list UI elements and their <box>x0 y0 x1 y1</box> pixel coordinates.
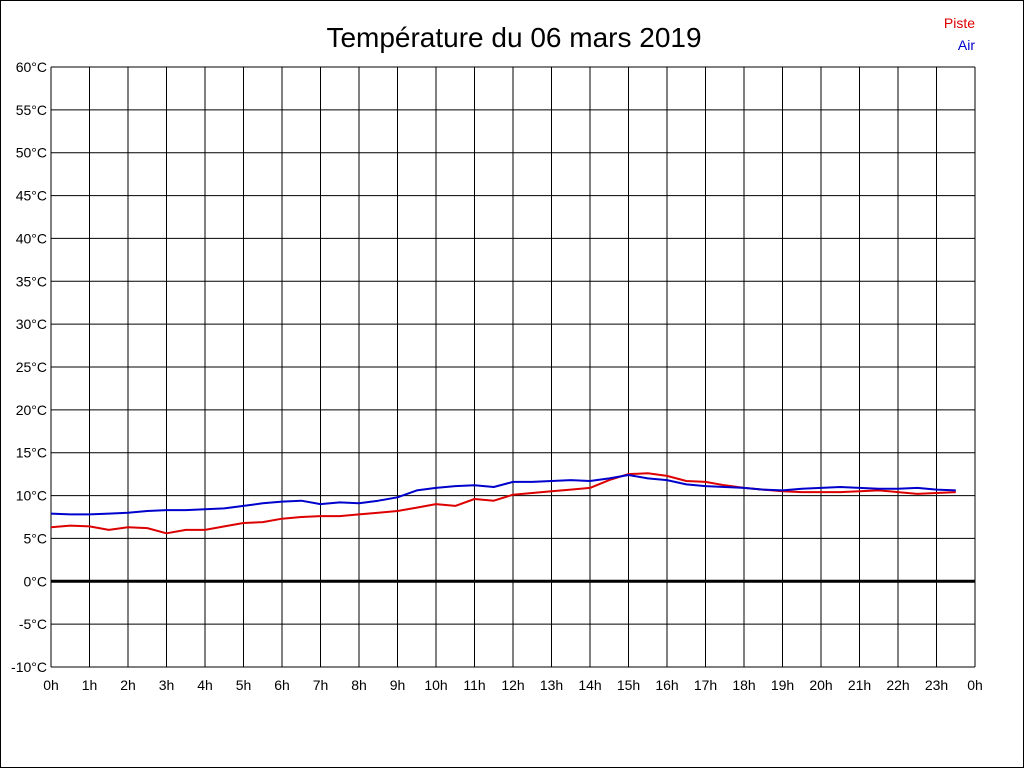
x-tick-label: 14h <box>578 677 601 693</box>
x-tick-label: 12h <box>501 677 524 693</box>
x-tick-label: 8h <box>351 677 367 693</box>
x-tick-label: 17h <box>694 677 717 693</box>
x-tick-label: 18h <box>732 677 755 693</box>
y-tick-label: 10°C <box>16 488 47 504</box>
grid <box>50 66 976 668</box>
y-tick-label: 15°C <box>16 445 47 461</box>
series-lines <box>50 472 956 535</box>
x-tick-label: 4h <box>197 677 213 693</box>
series-line-air <box>50 474 956 516</box>
x-tick-label: 5h <box>236 677 252 693</box>
x-tick-label: 11h <box>463 677 485 693</box>
x-tick-label: 20h <box>809 677 832 693</box>
y-tick-label: 60°C <box>16 59 47 75</box>
legend: Piste Air <box>944 15 975 53</box>
x-tick-label: 19h <box>771 677 794 693</box>
x-tick-label: 15h <box>617 677 640 693</box>
x-tick-label: 2h <box>120 677 136 693</box>
y-tick-label: 30°C <box>16 316 47 332</box>
x-tick-label: 9h <box>390 677 406 693</box>
y-tick-label: 50°C <box>16 145 47 161</box>
axes: 60°C 55°C 50°C 45°C 40°C 35°C 30°C 25°C 20°C 15°C… <box>11 59 983 693</box>
x-tick-label: 22h <box>886 677 909 693</box>
y-tick-label: -5°C <box>19 616 47 632</box>
y-tick-label: 20°C <box>16 402 47 418</box>
x-tick-label: 23h <box>925 677 948 693</box>
y-tick-label: 5°C <box>24 530 48 546</box>
series-line-piste <box>50 472 956 535</box>
x-tick-label: 1h <box>82 677 98 693</box>
x-tick-label: 10h <box>424 677 447 693</box>
chart-title: Température du 06 mars 2019 <box>326 22 701 53</box>
legend-entry-air: Air <box>958 37 975 53</box>
y-tick-label: -10°C <box>11 659 47 675</box>
y-tick-label: 35°C <box>16 273 47 289</box>
x-tick-label: 3h <box>159 677 175 693</box>
x-tick-label: 0h <box>967 677 983 693</box>
legend-entry-piste: Piste <box>944 15 975 31</box>
x-tick-label: 7h <box>313 677 329 693</box>
x-tick-label: 16h <box>655 677 678 693</box>
x-tick-label: 6h <box>274 677 290 693</box>
x-tick-label: 13h <box>540 677 563 693</box>
x-tick-label: 0h <box>43 677 59 693</box>
x-tick-label: 21h <box>848 677 871 693</box>
y-tick-label: 0°C <box>24 573 48 589</box>
y-tick-label: 40°C <box>16 230 47 246</box>
y-tick-label: 55°C <box>16 102 47 118</box>
y-tick-label: 25°C <box>16 359 47 375</box>
y-tick-label: 45°C <box>16 188 47 204</box>
